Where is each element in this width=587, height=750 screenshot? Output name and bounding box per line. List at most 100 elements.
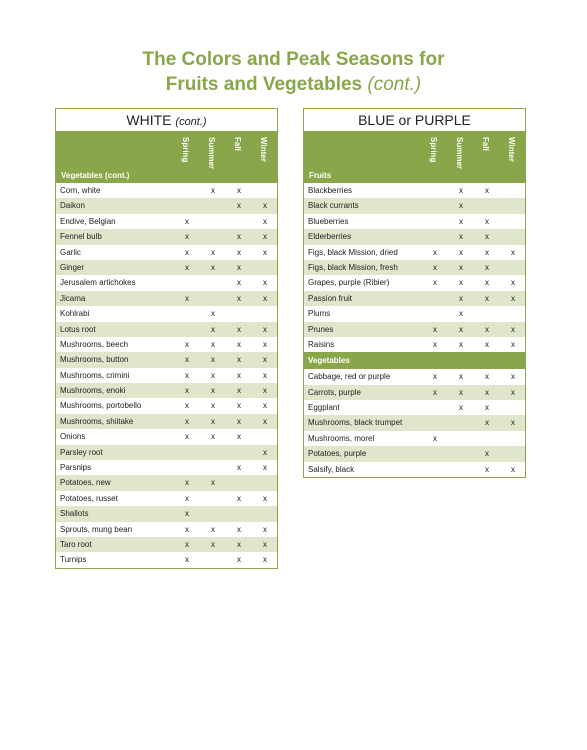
table-row: Parsnips x x: [56, 460, 277, 476]
white-column-header: Vegetables (cont.) Spring Summer Fall Wi…: [56, 133, 277, 183]
table-row: Endive, Belgian x x: [56, 213, 277, 230]
season-mark-spring: x: [185, 555, 189, 565]
season-mark-summer: x: [211, 401, 215, 411]
item-name: Salsify, black: [308, 464, 355, 474]
season-mark-fall: x: [237, 539, 241, 549]
season-mark-spring: x: [185, 539, 189, 549]
white-table: WHITE (cont.) Vegetables (cont.) Spring …: [55, 108, 278, 569]
season-mark-winter: x: [263, 339, 267, 349]
item-name: Mushrooms, crimini: [60, 370, 130, 380]
blue-purple-table: BLUE or PURPLE Fruits Spring Summer Fall…: [303, 108, 526, 479]
item-name: Passion fruit: [308, 293, 353, 303]
season-mark-spring: x: [433, 324, 437, 334]
white-heading: WHITE (cont.): [56, 109, 277, 133]
season-header-winter: Winter: [507, 137, 516, 162]
item-name: Carrots, purple: [308, 387, 361, 397]
blue-section-label: Fruits: [309, 171, 332, 180]
item-name: Figs, black Mission, dried: [308, 247, 398, 257]
season-mark-spring: x: [185, 386, 189, 396]
season-header-winter: Winter: [259, 137, 268, 162]
season-mark-fall: x: [237, 355, 241, 365]
season-mark-fall: x: [237, 262, 241, 272]
table-row: Mushrooms, enoki x x x x: [56, 383, 277, 399]
table-row: Passion fruit x x x: [304, 290, 525, 307]
season-header-spring: Spring: [429, 137, 438, 163]
season-mark-fall: x: [485, 403, 489, 413]
season-mark-spring: x: [185, 432, 189, 442]
season-mark-summer: x: [459, 186, 463, 195]
table-row: Kohlrabi x: [56, 306, 277, 322]
season-mark-fall: x: [485, 278, 489, 288]
season-mark-winter: x: [263, 447, 267, 457]
season-mark-spring: x: [185, 247, 189, 257]
season-mark-summer: x: [211, 478, 215, 488]
season-mark-fall: x: [237, 524, 241, 534]
season-mark-spring: x: [185, 262, 189, 272]
table-row: Eggplant x x: [304, 400, 525, 416]
season-mark-spring: x: [185, 509, 189, 519]
season-mark-fall: x: [485, 418, 489, 428]
table-row: Lotus root x x x: [56, 321, 277, 337]
season-mark-winter: x: [511, 418, 515, 428]
item-name: Endive, Belgian: [60, 216, 116, 226]
page-title: The Colors and Peak Seasons for Fruits a…: [0, 47, 587, 97]
season-mark-fall: x: [237, 293, 241, 303]
table-row: Mushrooms, shiitake x x x x: [56, 413, 277, 430]
season-mark-summer: x: [459, 293, 463, 303]
item-name: Garlic: [60, 247, 81, 257]
season-mark-fall: x: [237, 186, 241, 195]
white-rows: Corn, white x x Daikon x x Endive, Belgian x x Fe…: [56, 183, 277, 568]
season-mark-summer: x: [459, 339, 463, 349]
table-row: Figs, black Mission, dried x x x x: [304, 244, 525, 260]
blue-vegetables-subheading: Vegetables: [304, 352, 525, 370]
season-mark-winter: x: [263, 416, 267, 426]
season-mark-spring: x: [185, 293, 189, 303]
season-mark-fall: x: [237, 386, 241, 396]
season-mark-spring: x: [185, 478, 189, 488]
item-name: Elderberries: [308, 232, 352, 242]
item-name: Mushrooms, beech: [60, 339, 129, 349]
item-name: Sprouts, mung bean: [60, 524, 133, 534]
season-mark-winter: x: [263, 370, 267, 380]
season-mark-winter: x: [263, 493, 267, 503]
season-mark-fall: x: [237, 432, 241, 442]
season-mark-fall: x: [485, 186, 489, 195]
season-mark-summer: x: [459, 247, 463, 257]
season-mark-summer: x: [211, 247, 215, 257]
season-mark-winter: x: [511, 247, 515, 257]
season-mark-fall: x: [237, 463, 241, 473]
season-mark-winter: x: [511, 324, 515, 334]
item-name: Daikon: [60, 201, 85, 211]
blue-fruit-rows: Blackberries x x Black currants x Blueberries…: [304, 183, 525, 353]
season-mark-summer: x: [459, 278, 463, 288]
season-mark-fall: x: [237, 339, 241, 349]
season-mark-winter: x: [263, 278, 267, 288]
season-mark-fall: x: [237, 232, 241, 242]
season-mark-fall: x: [237, 247, 241, 257]
season-mark-fall: x: [237, 370, 241, 380]
season-mark-summer: x: [459, 262, 463, 272]
season-mark-winter: x: [511, 387, 515, 397]
season-mark-fall: x: [485, 247, 489, 257]
table-row: Fennel bulb x x x: [56, 229, 277, 245]
season-mark-summer: x: [459, 232, 463, 242]
season-mark-winter: x: [263, 201, 267, 211]
season-mark-summer: x: [211, 309, 215, 319]
table-row: Sprouts, mung bean x x x x: [56, 521, 277, 537]
table-row: Mushrooms, button x x x x: [56, 352, 277, 368]
item-name: Raisins: [308, 339, 335, 349]
season-mark-winter: x: [263, 247, 267, 257]
season-mark-fall: x: [237, 278, 241, 288]
item-name: Ginger: [60, 262, 85, 272]
season-mark-summer: x: [459, 372, 463, 382]
table-row: Mushrooms, morel x: [304, 430, 525, 447]
season-mark-fall: x: [485, 464, 489, 474]
season-mark-winter: x: [263, 463, 267, 473]
season-mark-fall: x: [485, 293, 489, 303]
season-mark-summer: x: [211, 262, 215, 272]
season-mark-fall: x: [485, 372, 489, 382]
season-header-fall: Fall: [481, 137, 490, 151]
table-row: Mushrooms, crimini x x x x: [56, 367, 277, 384]
season-mark-fall: x: [237, 416, 241, 426]
season-mark-summer: x: [459, 309, 463, 319]
